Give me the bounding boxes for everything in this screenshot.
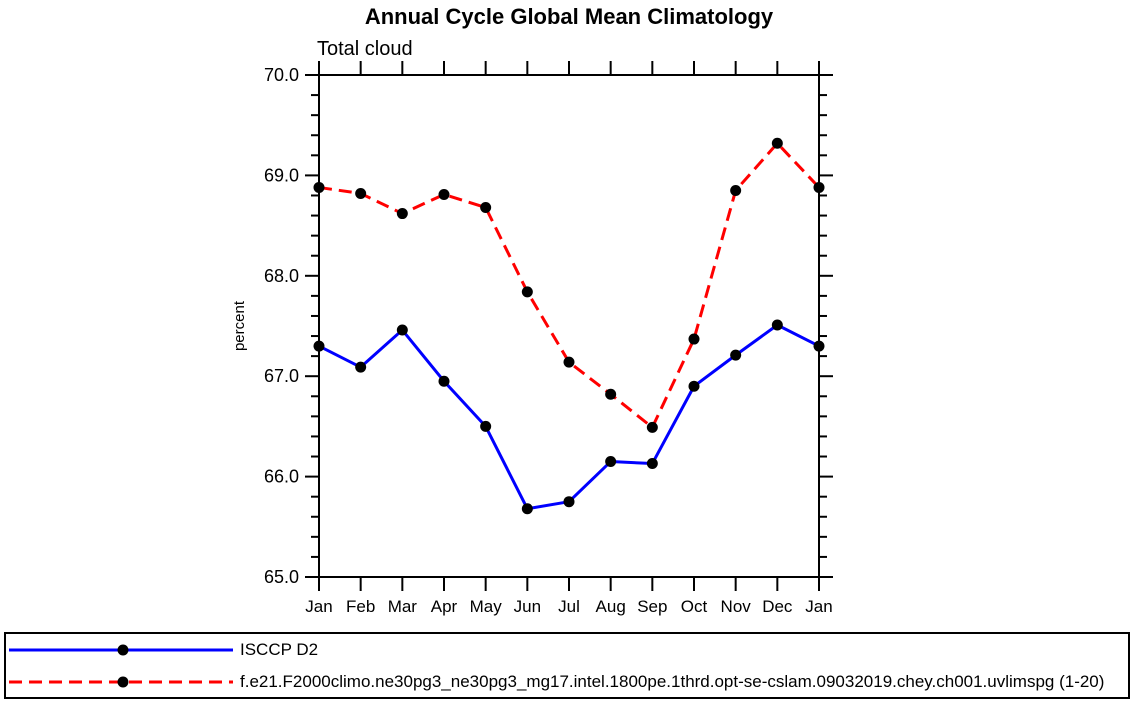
y-tick-label: 67.0	[264, 366, 299, 386]
x-tick-label: Nov	[721, 597, 752, 616]
x-tick-label: Jul	[558, 597, 580, 616]
x-tick-label: Mar	[388, 597, 418, 616]
data-point-marker	[771, 319, 783, 331]
y-tick-label: 70.0	[264, 65, 299, 85]
data-point-marker	[813, 340, 825, 352]
data-point-marker	[521, 503, 533, 515]
data-point-marker	[438, 375, 450, 387]
data-point-marker	[480, 202, 492, 214]
legend-item-model: f.e21.F2000climo.ne30pg3_ne30pg3_mg17.in…	[6, 666, 1128, 698]
legend-swatch-solid-line	[9, 644, 233, 655]
x-tick-label: Feb	[346, 597, 375, 616]
data-point-marker	[605, 456, 617, 468]
legend-swatch-dashed-line	[9, 676, 233, 687]
legend-item-obs: ISCCP D2	[6, 634, 1128, 666]
y-tick-label: 69.0	[264, 165, 299, 185]
chart-title: Annual Cycle Global Mean Climatology	[364, 4, 774, 29]
y-tick-label: 65.0	[264, 567, 299, 587]
data-point-marker	[730, 349, 742, 361]
data-point-marker	[396, 208, 408, 220]
data-point-marker	[563, 356, 575, 368]
x-tick-label: Apr	[431, 597, 458, 616]
data-point-marker	[646, 458, 658, 470]
x-tick-label: Dec	[762, 597, 793, 616]
x-tick-label: Sep	[637, 597, 667, 616]
legend-label-obs: ISCCP D2	[240, 639, 319, 659]
x-tick-label: Oct	[681, 597, 708, 616]
data-point-marker	[480, 420, 492, 432]
series-line-1	[318, 141, 821, 429]
x-tick-label: May	[470, 597, 503, 616]
x-tick-label: Aug	[596, 597, 626, 616]
data-point-marker	[688, 380, 700, 392]
data-point-marker	[813, 181, 825, 193]
data-point-marker	[771, 137, 783, 149]
legend-label-model: f.e21.F2000climo.ne30pg3_ne30pg3_mg17.in…	[240, 671, 1105, 691]
data-point-marker	[396, 324, 408, 336]
y-tick-label: 68.0	[264, 266, 299, 286]
x-tick-label: Jan	[805, 597, 832, 616]
data-point-marker	[521, 286, 533, 298]
data-point-marker	[313, 340, 325, 352]
data-point-marker	[355, 187, 367, 199]
series-line-0	[318, 323, 820, 511]
data-point-marker	[730, 184, 742, 196]
data-point-marker	[688, 333, 700, 345]
data-point-marker	[563, 496, 575, 508]
data-point-marker	[438, 188, 450, 200]
data-point-marker	[355, 361, 367, 373]
plot-area: 65.0 66.0 67.0 68.0 69.0 70.0 Jan Feb Mar Apr May J…	[231, 61, 833, 616]
x-tick-label: Jan	[305, 597, 332, 616]
chart-subtitle: Total cloud	[317, 38, 413, 60]
x-tick-label: Jun	[514, 597, 541, 616]
y-axis-title: percent	[231, 300, 248, 351]
legend-box: ISCCP D2 f.e21.F2000climo.ne30pg3_ne30pg…	[4, 632, 1130, 699]
data-point-marker	[313, 181, 325, 193]
data-point-marker	[605, 388, 617, 400]
y-tick-label: 66.0	[264, 467, 299, 487]
data-point-marker	[646, 421, 658, 433]
